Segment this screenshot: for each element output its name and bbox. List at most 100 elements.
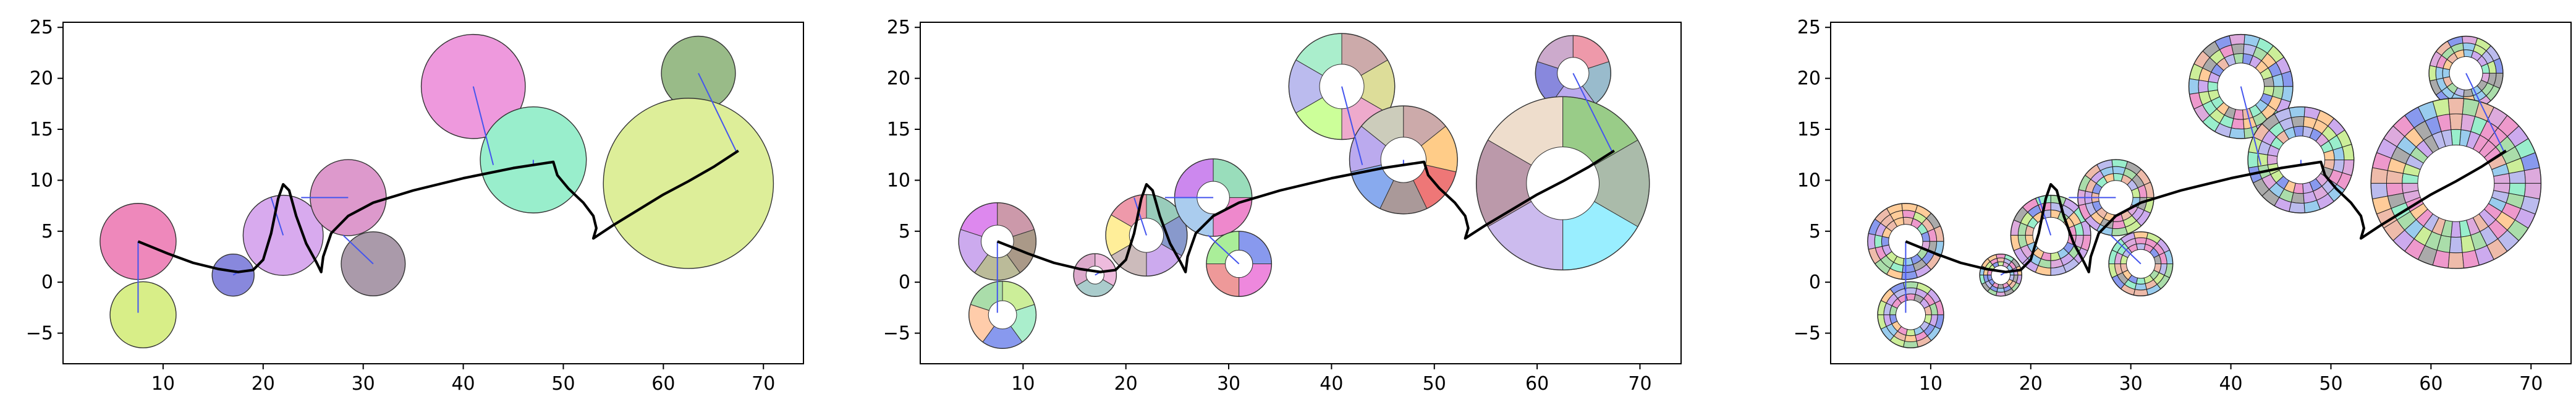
ring-segment xyxy=(2447,252,2465,269)
ring-segment xyxy=(2229,127,2245,139)
ring-segment xyxy=(1996,257,2005,263)
ring-segment xyxy=(2523,182,2541,200)
x-tick-label: 40 xyxy=(2219,373,2242,395)
x-tick-label: 70 xyxy=(2519,373,2543,395)
donut-outline xyxy=(1206,231,1273,297)
ring-outline xyxy=(2247,106,2355,213)
ring-segment xyxy=(1996,288,2005,293)
axes-frame xyxy=(1830,22,2572,364)
y-tick-label: 20 xyxy=(30,68,53,90)
x-tick-label: 20 xyxy=(2019,373,2043,395)
y-tick-label: 25 xyxy=(887,17,910,38)
donut-outline xyxy=(1349,105,1458,215)
data-circle xyxy=(603,98,774,269)
x-tick-label: 30 xyxy=(352,373,375,395)
ring-outline xyxy=(1979,253,2022,297)
x-tick-label: 40 xyxy=(451,373,475,395)
y-tick-label: −5 xyxy=(1794,323,1821,345)
panel-2: 10 20 30 40 50 60 70 −5 0 5 10 15 20 25 xyxy=(883,17,1682,395)
x-tick-label: 50 xyxy=(551,373,575,395)
ring-segment xyxy=(1903,340,1918,348)
x-tick-label: 20 xyxy=(1114,373,1138,395)
donut-outline xyxy=(968,280,1037,349)
ring-outline xyxy=(1877,281,1944,349)
donut-outline xyxy=(1288,33,1396,140)
y-tick-label: 0 xyxy=(41,272,53,293)
y-tick-label: 5 xyxy=(899,221,910,242)
y-tick-label: 10 xyxy=(887,170,910,191)
ring-outline xyxy=(2370,98,2542,269)
donut-outline xyxy=(1073,253,1117,297)
ring-segment xyxy=(1904,335,1917,343)
ring-outline xyxy=(2188,33,2294,139)
y-tick-label: −5 xyxy=(883,323,910,345)
ring-segment xyxy=(2370,167,2388,184)
ring-segment xyxy=(2112,173,2124,182)
donut-segment xyxy=(1213,197,1253,237)
x-tick-label: 60 xyxy=(1525,373,1549,395)
panel-1: 10 20 30 40 50 60 70 −5 0 5 10 15 20 25 xyxy=(26,17,804,395)
x-tick-label: 20 xyxy=(252,373,275,395)
ring-segment xyxy=(2247,152,2259,168)
x-tick-label: 10 xyxy=(1919,373,1943,395)
ring-segment xyxy=(2463,49,2474,58)
ring-segment xyxy=(2229,34,2245,46)
x-tick-label: 70 xyxy=(752,373,775,395)
connector-line xyxy=(342,234,374,265)
x-tick-label: 50 xyxy=(1423,373,1446,395)
y-tick-label: 25 xyxy=(30,17,53,38)
y-tick-label: 5 xyxy=(1809,221,1821,242)
ring-segment xyxy=(2188,78,2200,95)
ring-segment xyxy=(2134,283,2147,291)
connector-line xyxy=(472,86,494,165)
ring-segment xyxy=(2198,79,2209,93)
ring-segment xyxy=(1867,233,1876,250)
y-tick-label: 0 xyxy=(899,272,910,293)
connector-line xyxy=(2465,72,2505,152)
donut-outline xyxy=(1105,194,1188,277)
ring-segment xyxy=(2133,231,2148,239)
ring-segment xyxy=(2447,98,2465,114)
x-tick-label: 70 xyxy=(1628,373,1651,395)
x-tick-label: 60 xyxy=(2419,373,2443,395)
donut-outline xyxy=(1475,96,1650,271)
trajectory-line xyxy=(1905,149,2507,273)
y-tick-label: 15 xyxy=(1797,119,1821,140)
connector-line xyxy=(1133,197,1147,236)
y-tick-label: 15 xyxy=(887,119,910,140)
ring-outline xyxy=(2108,231,2174,297)
connector-line xyxy=(2038,197,2052,236)
ring-segment xyxy=(2449,236,2463,254)
y-tick-label: 10 xyxy=(30,170,53,191)
y-tick-label: 20 xyxy=(1797,68,1821,90)
panel-3: 10 20 30 40 50 60 70 −5 0 5 10 15 20 25 xyxy=(1794,17,2572,395)
y-tick-label: 10 xyxy=(1797,170,1821,191)
ring-segment xyxy=(2289,106,2305,118)
y-tick-label: 25 xyxy=(1797,17,1821,38)
axes-frame xyxy=(62,22,804,364)
ring-segment xyxy=(2133,289,2148,296)
ring-segment xyxy=(2134,237,2147,245)
y-tick-label: 0 xyxy=(1809,272,1821,293)
plot-area xyxy=(958,33,1650,349)
donut-segment xyxy=(1206,264,1240,297)
donut-segment xyxy=(1239,231,1272,265)
trajectory-line xyxy=(137,149,739,273)
y-tick-label: 20 xyxy=(887,68,910,90)
x-tick-label: 10 xyxy=(151,373,175,395)
axes-frame xyxy=(920,22,1682,364)
y-tick-label: 5 xyxy=(41,221,53,242)
ring-segment xyxy=(2231,118,2245,130)
trajectory-line xyxy=(996,149,1615,273)
ring-outline xyxy=(2010,194,2091,276)
plot-area xyxy=(100,33,774,349)
connector-line xyxy=(270,197,284,236)
donut-segment xyxy=(1239,264,1272,297)
donut-segment xyxy=(1174,158,1214,198)
y-tick-label: 15 xyxy=(30,119,53,140)
connector-line xyxy=(2240,86,2262,165)
x-tick-label: 60 xyxy=(651,373,675,395)
y-tick-label: −5 xyxy=(26,323,53,345)
ring-segment xyxy=(2428,65,2437,82)
